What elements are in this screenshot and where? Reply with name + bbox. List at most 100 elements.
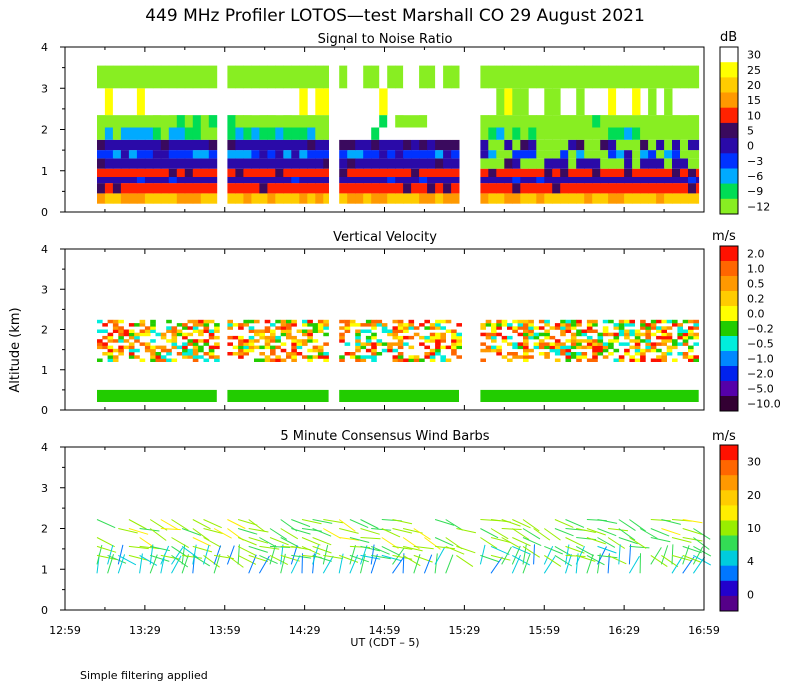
snr-cell (128, 139, 138, 151)
vv-cell (688, 329, 694, 333)
vv-cell (666, 335, 673, 340)
snr-cell (363, 168, 372, 177)
vv-cell (554, 323, 561, 327)
wind-barb (597, 537, 616, 548)
vv-cell (360, 342, 367, 346)
vv-cell (355, 339, 361, 343)
snr-cell (672, 115, 681, 128)
vv-cell (323, 332, 329, 337)
snr-cell (168, 150, 178, 159)
snr-cell (632, 115, 641, 128)
snr-cell (160, 139, 170, 151)
wind-barb (290, 545, 298, 565)
vv-cell (208, 335, 215, 340)
vv-cell (613, 326, 620, 330)
snr-cell (451, 115, 460, 128)
snr-cell (688, 176, 697, 184)
vv-cell (693, 323, 699, 327)
snr-cell (512, 65, 521, 89)
vv-cell (371, 355, 377, 359)
wind-barb (192, 554, 211, 567)
vv-cell (682, 352, 689, 356)
snr-cell (688, 65, 697, 89)
vv-cell (160, 355, 167, 359)
vv-cell (97, 342, 103, 346)
vv-cell (339, 332, 345, 337)
snr-cell (152, 193, 162, 204)
snr-cell (97, 183, 106, 194)
snr-cell (176, 139, 186, 151)
wind-barb (280, 553, 286, 574)
vv-cell (650, 358, 657, 362)
vv-cell (688, 326, 694, 330)
wind-barb (237, 545, 257, 556)
colorbar-swatch (720, 535, 738, 551)
snr-cell (315, 176, 324, 184)
snr-cell (496, 176, 505, 184)
vv-cell (355, 329, 361, 333)
snr-cell (355, 193, 364, 204)
snr-cell (251, 127, 260, 140)
vv-cell (650, 342, 657, 346)
snr-cell (235, 139, 244, 151)
vv-cell (97, 339, 103, 343)
vv-cell (248, 329, 255, 333)
vv-cell (243, 319, 249, 324)
vv-cell (538, 345, 545, 350)
vv-cell (150, 352, 156, 356)
snr-segment (227, 65, 329, 204)
vv-cell (507, 352, 513, 356)
snr-cell (160, 183, 170, 194)
vv-cell (312, 329, 319, 333)
vv-cell (512, 326, 518, 330)
snr-cell (616, 65, 625, 89)
snr-cell (104, 139, 114, 151)
colorbar-swatch (720, 276, 738, 292)
vv-cell (397, 326, 404, 330)
vv-cell (693, 332, 699, 337)
snr-cell (104, 158, 114, 169)
colorbar-swatch (720, 153, 738, 169)
snr-cell (616, 139, 625, 151)
wind-barb (192, 544, 197, 565)
snr-cell (640, 183, 649, 194)
vv-cell (544, 335, 550, 340)
wind-barb (402, 545, 423, 552)
snr-cell (208, 150, 218, 159)
colorbar-swatch (720, 366, 738, 382)
vv-cell (533, 345, 540, 350)
vv-cell (586, 358, 593, 362)
wind-barb (301, 553, 303, 574)
vv-cell (128, 329, 135, 333)
snr-cell (208, 65, 218, 89)
wind-barb (149, 544, 154, 565)
vv-cell (586, 326, 593, 330)
vv-cell (259, 335, 265, 340)
colorbar-frame (719, 444, 739, 612)
vv-cell (365, 339, 372, 343)
vv-cell (312, 345, 319, 350)
vv-cell (602, 329, 609, 333)
snr-cell (227, 193, 236, 204)
vv-cell (576, 339, 582, 343)
snr-cell (427, 115, 436, 128)
snr-cell (363, 183, 372, 194)
snr-cell (144, 183, 154, 194)
vv-cell (485, 332, 492, 337)
vv-cell (238, 323, 244, 327)
snr-cell (536, 168, 545, 177)
snr-cell (624, 183, 633, 194)
snr-cell (600, 150, 609, 159)
snr-cell (104, 127, 114, 140)
vv-cell (238, 348, 244, 353)
snr-cell (624, 193, 633, 204)
vv-cell (243, 342, 249, 346)
x-tick-label: 16:29 (608, 624, 640, 637)
vv-cell (128, 352, 135, 356)
vv-cell (365, 348, 372, 353)
snr-cell (435, 139, 444, 151)
vv-cell (187, 352, 194, 356)
wb-segment (479, 519, 712, 574)
vv-cell (560, 332, 566, 337)
snr-cell (672, 150, 681, 159)
